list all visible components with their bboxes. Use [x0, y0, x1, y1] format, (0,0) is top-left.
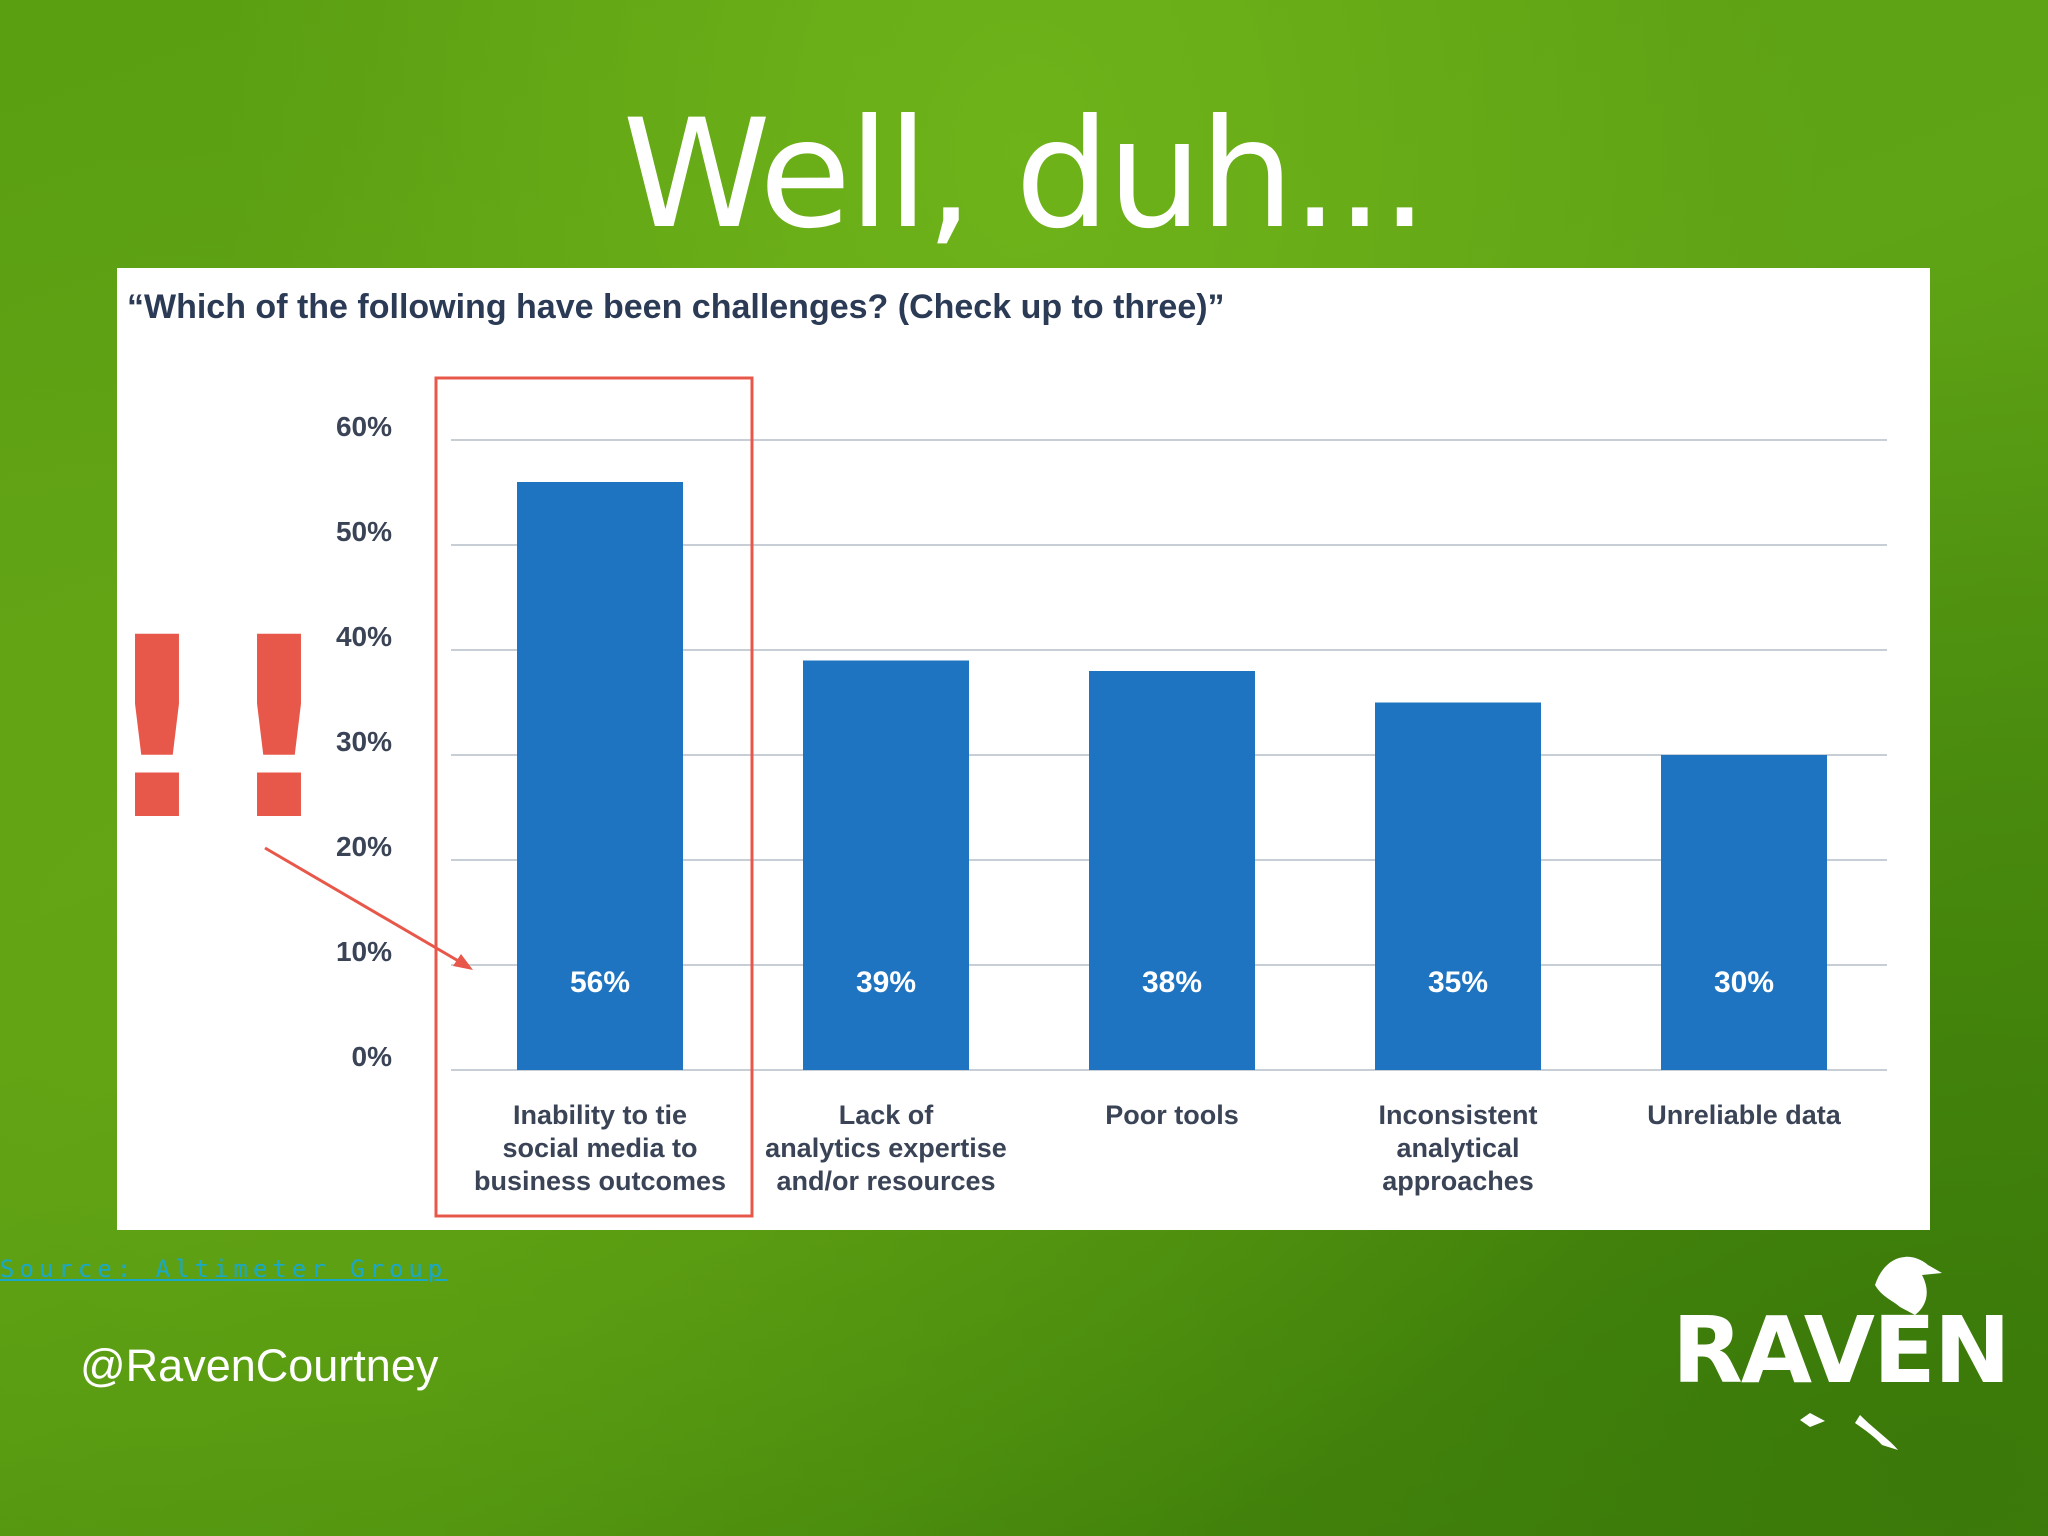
x-category-label: Poor tools	[1105, 1100, 1239, 1130]
x-category-label: Lack of	[839, 1100, 935, 1130]
y-tick-label: 30%	[336, 726, 392, 757]
raven-bird-icon	[1800, 1256, 1942, 1450]
x-category-label: analytics expertise	[765, 1133, 1007, 1163]
raven-logo: RAVEN	[1660, 1245, 2011, 1455]
arrow-head	[453, 954, 473, 970]
highlight-box	[434, 376, 754, 1218]
bar-chart: 0% 10% 20% 30% 40% 50% 60% 56% Inability to ties…	[117, 376, 1887, 1218]
x-category-label: Inconsistent	[1378, 1100, 1537, 1130]
y-tick-label: 0%	[352, 1041, 393, 1072]
x-category-label: Unreliable data	[1647, 1100, 1842, 1130]
logo-wordmark: RAVEN	[1672, 1297, 2011, 1404]
x-category-label: and/or resources	[776, 1166, 995, 1196]
bar-data-label: 30%	[1714, 966, 1774, 999]
bar	[517, 482, 683, 1070]
bar	[1375, 702, 1541, 1070]
y-tick-label: 60%	[336, 411, 392, 442]
source-link[interactable]: Source: Altimeter Group	[0, 1255, 448, 1283]
y-tick-label: 40%	[336, 621, 392, 652]
y-tick-label: 20%	[336, 831, 392, 862]
x-category-label: analytical	[1396, 1133, 1519, 1163]
arrow-line	[264, 846, 468, 968]
y-tick-label: 10%	[336, 936, 392, 967]
bar-data-label: 38%	[1142, 966, 1202, 999]
bar	[1661, 755, 1827, 1070]
bar	[803, 660, 969, 1070]
twitter-handle: @RavenCourtney	[80, 1340, 439, 1391]
slide-title: Well, duh...	[622, 88, 1429, 262]
x-category-label: Inability to tie	[513, 1100, 687, 1130]
bar-data-label: 39%	[856, 966, 916, 999]
bar-data-label: 35%	[1428, 966, 1488, 999]
exclamation-marks: !!	[117, 584, 344, 875]
bar	[1089, 671, 1255, 1070]
chart-title: “Which of the following have been challe…	[127, 288, 1225, 326]
x-category-label: business outcomes	[474, 1166, 726, 1196]
x-category-label: social media to	[502, 1133, 697, 1163]
chart-panel: “Which of the following have been challe…	[117, 268, 1930, 1230]
y-tick-label: 50%	[336, 516, 392, 547]
x-category-label: approaches	[1382, 1166, 1534, 1196]
bar-data-label: 56%	[570, 966, 630, 999]
